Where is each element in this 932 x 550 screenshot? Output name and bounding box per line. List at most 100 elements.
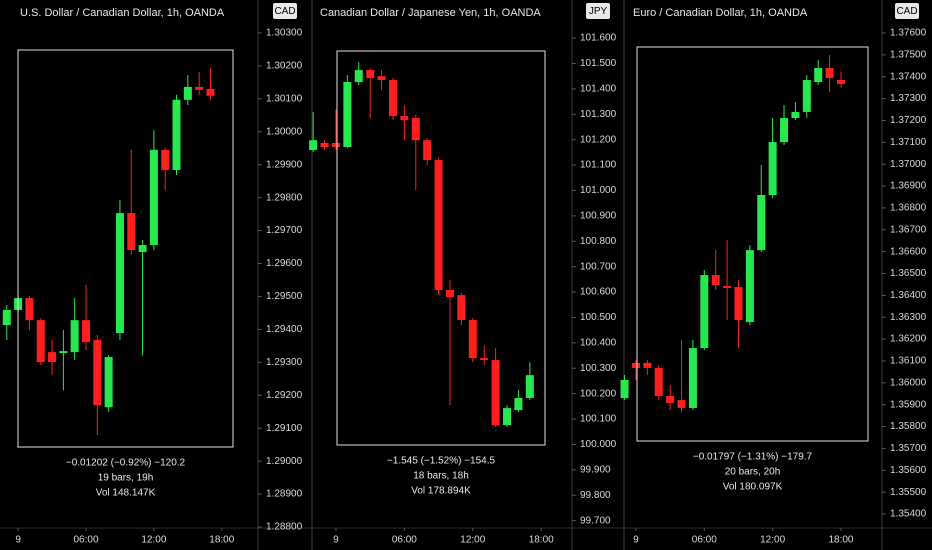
currency-badge: [273, 3, 297, 19]
candle-body: [411, 118, 420, 141]
y-tick-label: 1.29700: [266, 225, 303, 236]
y-tick-label: 1.29600: [266, 258, 303, 269]
chart-title: U.S. Dollar / Canadian Dollar, 1h, OANDA: [20, 7, 225, 19]
y-tick-label: 101.500: [580, 58, 617, 69]
candle-body: [654, 367, 663, 396]
x-tick-label: 06:00: [392, 535, 417, 546]
x-tick-label: 06:00: [692, 535, 717, 546]
candle-body: [677, 400, 686, 408]
range-annotation: Vol 178.894K: [411, 486, 471, 497]
y-tick-label: 1.36100: [890, 356, 927, 367]
candle-body: [791, 111, 800, 119]
y-tick-label: 1.35600: [890, 465, 927, 476]
candle-body: [700, 275, 709, 349]
y-tick-label: 1.36300: [890, 312, 927, 323]
range-annotation: 19 bars, 19h: [98, 473, 154, 484]
candle-body: [757, 195, 766, 251]
y-tick-label: 1.35400: [890, 509, 927, 520]
candle-body: [836, 80, 845, 84]
y-tick-label: 1.29100: [266, 423, 303, 434]
chart-title: Canadian Dollar / Japanese Yen, 1h, OAND…: [320, 7, 541, 19]
candle-body: [434, 160, 443, 291]
y-tick-label: 1.37100: [890, 137, 927, 148]
candle-body: [115, 213, 124, 334]
x-tick-label: 18:00: [209, 535, 234, 546]
currency-label: CAD: [274, 6, 295, 17]
y-tick-label: 100.300: [580, 363, 617, 374]
candle-body: [468, 320, 477, 359]
candle-body: [814, 67, 823, 82]
y-tick-label: 1.28900: [266, 489, 303, 500]
candle-body: [388, 80, 397, 117]
candle-body: [172, 99, 181, 170]
candle-body: [309, 140, 318, 151]
currency-label: CAD: [896, 6, 917, 17]
y-tick-label: 1.36400: [890, 290, 927, 301]
y-tick-label: 1.30200: [266, 61, 303, 72]
candle-body: [59, 351, 68, 354]
y-tick-label: 100.600: [580, 287, 617, 298]
candle-body: [2, 309, 11, 326]
y-tick-label: 1.36500: [890, 268, 927, 279]
candle-body: [734, 287, 743, 321]
y-tick-label: 1.35800: [890, 421, 927, 432]
candle-body: [503, 408, 511, 426]
y-tick-label: 1.36800: [890, 203, 927, 214]
range-annotation: −1.545 (−1.52%) −154.5: [387, 456, 496, 467]
candle-body: [377, 76, 386, 80]
y-tick-label: 1.30300: [266, 28, 303, 39]
x-tick-label: 18:00: [828, 535, 853, 546]
x-tick-label: 9: [633, 535, 639, 546]
y-tick-label: 100.100: [580, 414, 617, 425]
candle-body: [161, 149, 170, 170]
y-tick-label: 1.29200: [266, 390, 303, 401]
currency-label: JPY: [589, 6, 608, 17]
candle-body: [206, 88, 215, 96]
y-tick-label: 101.100: [580, 160, 617, 171]
candle-body: [104, 357, 113, 408]
y-tick-label: 1.37500: [890, 50, 927, 61]
y-tick-label: 1.30100: [266, 93, 303, 104]
y-tick-label: 1.29400: [266, 324, 303, 335]
candle-body: [93, 339, 102, 406]
candle-body: [666, 395, 675, 403]
y-tick-label: 100.200: [580, 388, 617, 399]
candle-body: [525, 375, 534, 398]
range-annotation: Vol 148.147K: [96, 488, 156, 499]
range-annotation: Vol 180.097K: [723, 482, 783, 493]
y-tick-label: 99.800: [580, 490, 611, 501]
x-tick-label: 18:00: [529, 535, 554, 546]
chart-title: Euro / Canadian Dollar, 1h, OANDA: [633, 7, 808, 19]
candle-body: [25, 298, 34, 321]
range-annotation: −0.01797 (−1.31%) −179.7: [693, 452, 813, 463]
candle-body: [491, 360, 500, 426]
y-tick-label: 99.900: [580, 464, 611, 475]
y-tick-label: 1.35500: [890, 487, 927, 498]
candle-body: [768, 142, 777, 196]
y-tick-label: 100.800: [580, 236, 617, 247]
currency-badge: [895, 3, 919, 19]
y-tick-label: 1.37600: [890, 28, 927, 39]
candle-body: [723, 285, 732, 288]
candle-body: [620, 379, 629, 399]
candle-body: [457, 295, 466, 320]
y-tick-label: 1.29000: [266, 456, 303, 467]
candle-body: [82, 320, 90, 342]
candle-body: [780, 118, 789, 143]
candle-body: [138, 245, 147, 252]
candle-body: [643, 362, 652, 368]
x-tick-label: 12:00: [760, 535, 785, 546]
candle-body: [688, 348, 697, 408]
currency-badge: [586, 3, 610, 19]
range-annotation: −0.01202 (−0.92%) −120.2: [66, 458, 186, 469]
range-annotation: 20 bars, 20h: [725, 467, 781, 478]
y-tick-label: 99.700: [580, 515, 611, 526]
y-tick-label: 1.37300: [890, 93, 927, 104]
y-tick-label: 1.37200: [890, 115, 927, 126]
candle-body: [802, 80, 811, 112]
candle-body: [149, 149, 158, 246]
candle-body: [183, 86, 192, 100]
candle-body: [195, 86, 204, 90]
x-tick-label: 06:00: [73, 535, 98, 546]
candle-body: [320, 142, 329, 148]
